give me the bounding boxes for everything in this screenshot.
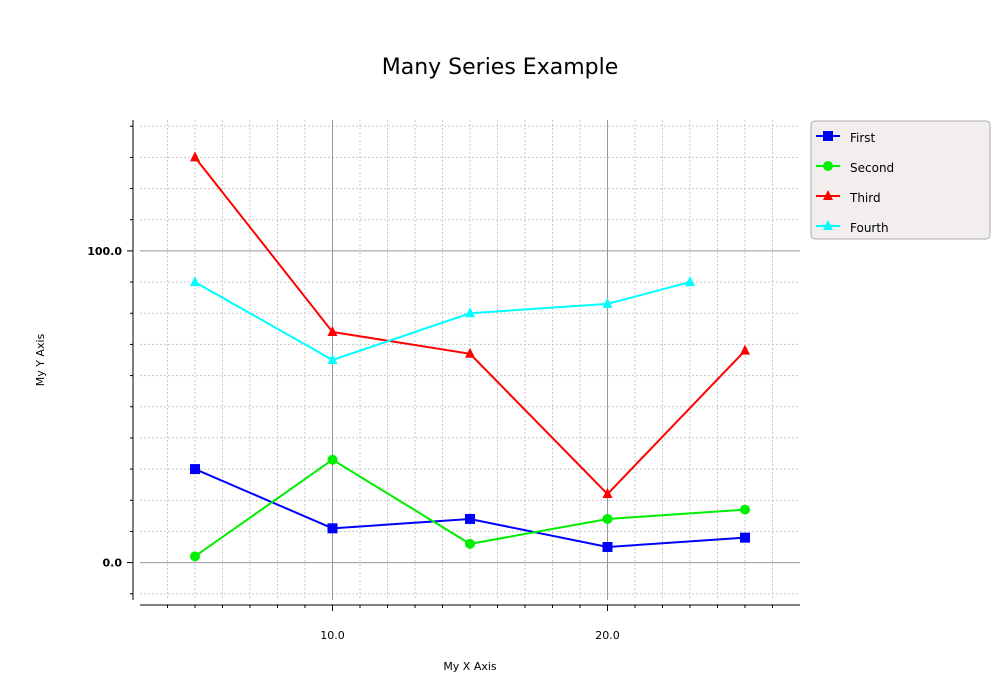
legend-marker bbox=[823, 190, 833, 200]
data-point bbox=[740, 504, 750, 515]
series-fourth bbox=[190, 276, 695, 364]
series-layer bbox=[190, 151, 750, 562]
data-point bbox=[327, 354, 338, 364]
legend-item: First bbox=[816, 131, 876, 145]
series-third bbox=[190, 151, 750, 499]
legend-item: Third bbox=[816, 190, 881, 205]
data-point bbox=[602, 297, 613, 308]
legend-label: Second bbox=[850, 161, 894, 175]
legend-label: Fourth bbox=[850, 221, 889, 235]
legend-label: First bbox=[850, 131, 876, 145]
chart-title: Many Series Example bbox=[382, 55, 619, 80]
data-point bbox=[740, 344, 750, 355]
y-tick-label: 100.0 bbox=[87, 245, 122, 258]
x-tick-label: 20.0 bbox=[595, 629, 620, 642]
data-point bbox=[465, 538, 475, 549]
axes: 0.0 100.0 10.0 20.0 bbox=[87, 120, 800, 642]
data-point bbox=[465, 307, 475, 318]
x-tick-label: 10.0 bbox=[320, 629, 345, 642]
y-tick-label: 0.0 bbox=[103, 557, 123, 570]
data-point bbox=[465, 513, 475, 524]
legend-box bbox=[810, 120, 991, 240]
x-axis-label: My X Axis bbox=[443, 660, 497, 673]
series-first bbox=[190, 464, 750, 553]
data-point bbox=[327, 325, 338, 336]
legend-marker bbox=[823, 220, 833, 230]
data-point bbox=[740, 532, 750, 543]
data-point bbox=[465, 347, 475, 358]
legend-marker bbox=[823, 131, 833, 141]
data-point bbox=[602, 488, 613, 499]
data-point bbox=[190, 151, 200, 162]
legend-label: Third bbox=[849, 191, 881, 205]
data-point bbox=[190, 464, 200, 475]
legend-item: Fourth bbox=[816, 220, 889, 235]
data-point bbox=[602, 513, 613, 524]
data-point bbox=[327, 454, 338, 465]
data-point bbox=[190, 276, 200, 287]
series-second bbox=[190, 454, 750, 562]
legend: First Second Third Fourth bbox=[810, 120, 991, 240]
data-point bbox=[327, 523, 338, 534]
data-point bbox=[685, 276, 695, 287]
y-axis-label: My Y Axis bbox=[34, 333, 47, 386]
data-point bbox=[602, 542, 613, 553]
data-point bbox=[190, 551, 200, 562]
legend-marker bbox=[823, 161, 833, 171]
legend-item: Second bbox=[816, 161, 894, 175]
